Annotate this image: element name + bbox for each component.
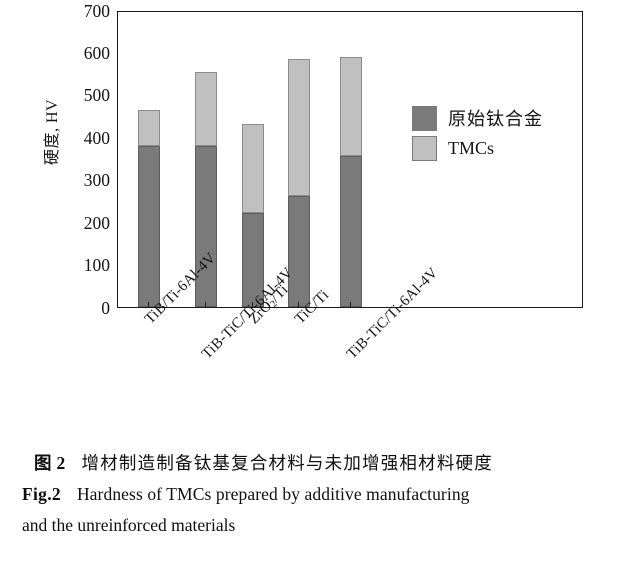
caption-chinese-label: 图 2 <box>34 453 66 473</box>
y-tick-label-100: 100 <box>83 255 110 275</box>
caption-english-text-1: Hardness of TMCs prepared by additive ma… <box>76 484 470 504</box>
y-tick-label-500: 500 <box>83 85 110 105</box>
y-axis-tick-labels: 700 600 500 400 300 200 100 0 <box>60 0 110 320</box>
bar-segment-titanium-alloy-1[interactable] <box>138 145 160 307</box>
bar-segment-titanium-alloy-2[interactable] <box>195 145 217 307</box>
y-tick-label-200: 200 <box>83 213 110 233</box>
bar-segment-titanium-alloy-3[interactable] <box>242 212 264 307</box>
caption-chinese-text: 增材制造制备钛基复合材料与未加增强相材料硬度 <box>81 453 493 473</box>
plot-area: 原始钛合金 TMCs <box>117 11 583 308</box>
legend-label-titanium-alloy: 原始钛合金 <box>448 109 543 129</box>
legend-swatch-titanium-alloy <box>412 105 437 131</box>
bar-segment-tmcs-5[interactable] <box>340 57 362 156</box>
y-tick-label-400: 400 <box>83 128 110 148</box>
legend-swatch-tmcs <box>412 135 437 161</box>
figure-caption: 图 2 增材制造制备钛基复合材料与未加增强相材料硬度 Fig.2 Hardness … <box>0 448 643 541</box>
y-tick-label-300: 300 <box>83 170 110 190</box>
legend-item-tmcs[interactable]: TMCs <box>412 134 582 162</box>
bar-segment-tmcs-2[interactable] <box>195 72 217 146</box>
bar-segment-titanium-alloy-5[interactable] <box>340 155 362 307</box>
x-tick-mark-1 <box>148 302 149 308</box>
x-tick-mark-4 <box>298 302 299 308</box>
caption-english-text-2: and the unreinforced materials <box>22 515 236 535</box>
legend-label-tmcs: TMCs <box>448 137 495 158</box>
bar-segment-tmcs-4[interactable] <box>288 58 310 196</box>
caption-english-line-1: Fig.2 Hardness of TMCs prepared by additi… <box>0 479 643 510</box>
x-tick-mark-2 <box>205 302 206 308</box>
figure-container: 700 600 500 400 300 200 100 0 硬度, HV <box>44 0 583 362</box>
caption-english-line-2: and the unreinforced materials <box>0 510 643 541</box>
bar-segment-titanium-alloy-4[interactable] <box>288 195 310 307</box>
x-tick-mark-5 <box>350 302 351 308</box>
caption-english-label: Fig.2 <box>22 484 61 504</box>
caption-chinese-line: 图 2 增材制造制备钛基复合材料与未加增强相材料硬度 <box>0 448 643 479</box>
legend-item-titanium-alloy[interactable]: 原始钛合金 <box>412 104 582 132</box>
y-tick-label-0: 0 <box>101 298 110 318</box>
bar-segment-tmcs-3[interactable] <box>242 123 264 213</box>
y-tick-label-700: 700 <box>83 1 110 21</box>
x-tick-mark-3 <box>252 302 253 308</box>
y-tick-label-600: 600 <box>83 43 110 63</box>
chart-legend: 原始钛合金 TMCs <box>412 104 582 164</box>
y-axis-title: 硬度, HV <box>44 98 61 166</box>
bar-segment-tmcs-1[interactable] <box>138 109 160 146</box>
